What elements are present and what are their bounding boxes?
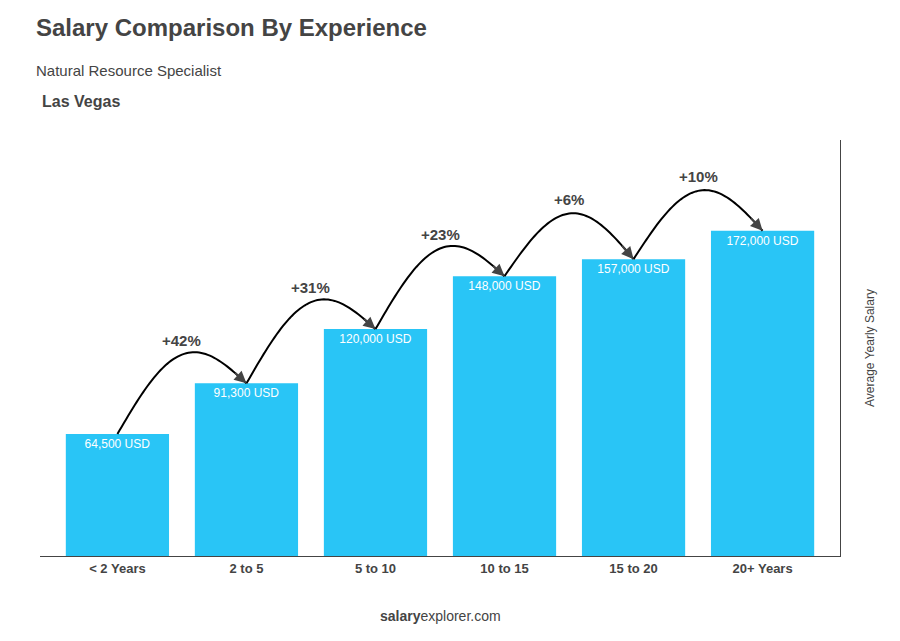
svg-text:+23%: +23% <box>421 226 460 243</box>
svg-text:Natural Resource Specialist: Natural Resource Specialist <box>36 62 222 79</box>
svg-text:Salary Comparison By Experienc: Salary Comparison By Experience <box>36 14 427 41</box>
svg-text:172,000 USD: 172,000 USD <box>726 234 798 248</box>
svg-text:< 2 Years: < 2 Years <box>89 561 146 576</box>
svg-text:5 to 10: 5 to 10 <box>355 561 396 576</box>
svg-text:148,000 USD: 148,000 USD <box>468 279 540 293</box>
svg-text:+10%: +10% <box>679 168 718 185</box>
svg-text:157,000 USD: 157,000 USD <box>597 262 669 276</box>
svg-text:15 to 20: 15 to 20 <box>609 561 657 576</box>
svg-text:+6%: +6% <box>554 191 584 208</box>
svg-text:salaryexplorer.com: salaryexplorer.com <box>380 608 501 624</box>
svg-text:20+ Years: 20+ Years <box>733 561 793 576</box>
svg-text:Las Vegas: Las Vegas <box>42 93 120 110</box>
svg-text:91,300 USD: 91,300 USD <box>214 386 280 400</box>
svg-text:+31%: +31% <box>291 279 330 296</box>
svg-text:Average Yearly Salary: Average Yearly Salary <box>863 289 877 407</box>
svg-text:64,500 USD: 64,500 USD <box>85 437 151 451</box>
svg-text:10 to 15: 10 to 15 <box>480 561 528 576</box>
svg-text:2 to 5: 2 to 5 <box>229 561 263 576</box>
svg-text:120,000 USD: 120,000 USD <box>339 332 411 346</box>
svg-text:+42%: +42% <box>162 332 201 349</box>
